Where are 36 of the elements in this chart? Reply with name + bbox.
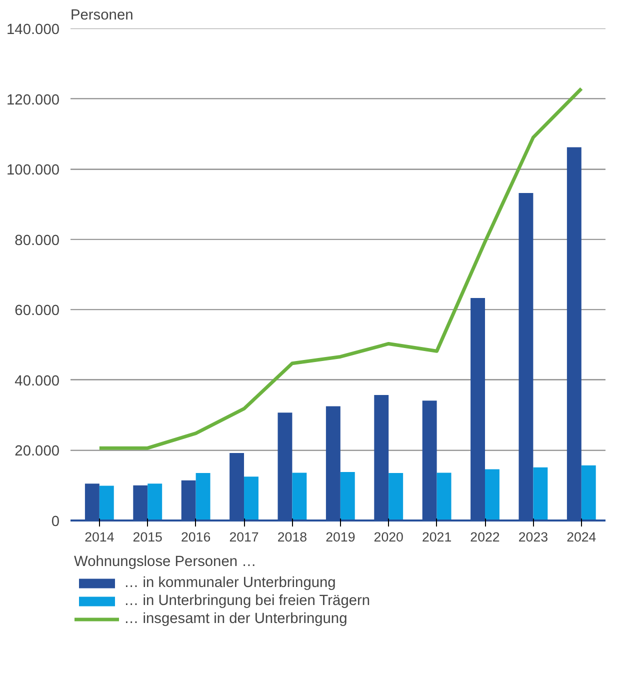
bar	[340, 472, 355, 520]
bar	[436, 472, 452, 520]
y-tick-label: 0	[51, 514, 60, 530]
legend-label: … in kommunaler Unterbringung	[124, 575, 336, 591]
bar	[244, 476, 258, 520]
legend-label: … insgesamt in der Unterbringung	[124, 611, 348, 627]
x-tick-label: 2016	[180, 530, 211, 544]
bar	[148, 484, 162, 520]
x-tick-label: 2018	[277, 530, 308, 544]
x-tick-label: 2024	[566, 530, 597, 544]
x-tick-label: 2022	[470, 530, 500, 544]
bar	[485, 469, 500, 520]
bar	[533, 467, 548, 520]
bar	[99, 486, 114, 520]
x-tick-label: 2019	[326, 530, 356, 544]
y-tick-label: 20.000	[14, 444, 60, 460]
x-tick-label: 2017	[229, 530, 259, 544]
x-tick-label: 2020	[374, 530, 404, 544]
y-tick-label: 80.000	[14, 232, 60, 249]
y-tick-label: 120.000	[6, 92, 60, 108]
y-tick-label: 100.000	[6, 162, 60, 179]
legend-label: … in Unterbringung bei freien Trägern	[124, 593, 370, 609]
y-tick-label: 140.000	[6, 22, 60, 38]
bar	[581, 465, 596, 520]
y-tick-label: 40.000	[14, 373, 60, 390]
x-tick-label: 2023	[518, 530, 548, 544]
y-axis-title: Personen	[70, 8, 134, 24]
bar	[388, 473, 404, 520]
x-tick-label: 2014	[84, 530, 115, 544]
bar	[292, 472, 307, 520]
legend-title: Wohnungslose Personen …	[74, 554, 258, 570]
x-tick-label: 2015	[132, 530, 162, 544]
x-tick-label: 2021	[422, 530, 452, 544]
line-series	[98, 86, 584, 450]
bar	[196, 473, 210, 520]
y-tick-label: 60.000	[14, 303, 60, 320]
